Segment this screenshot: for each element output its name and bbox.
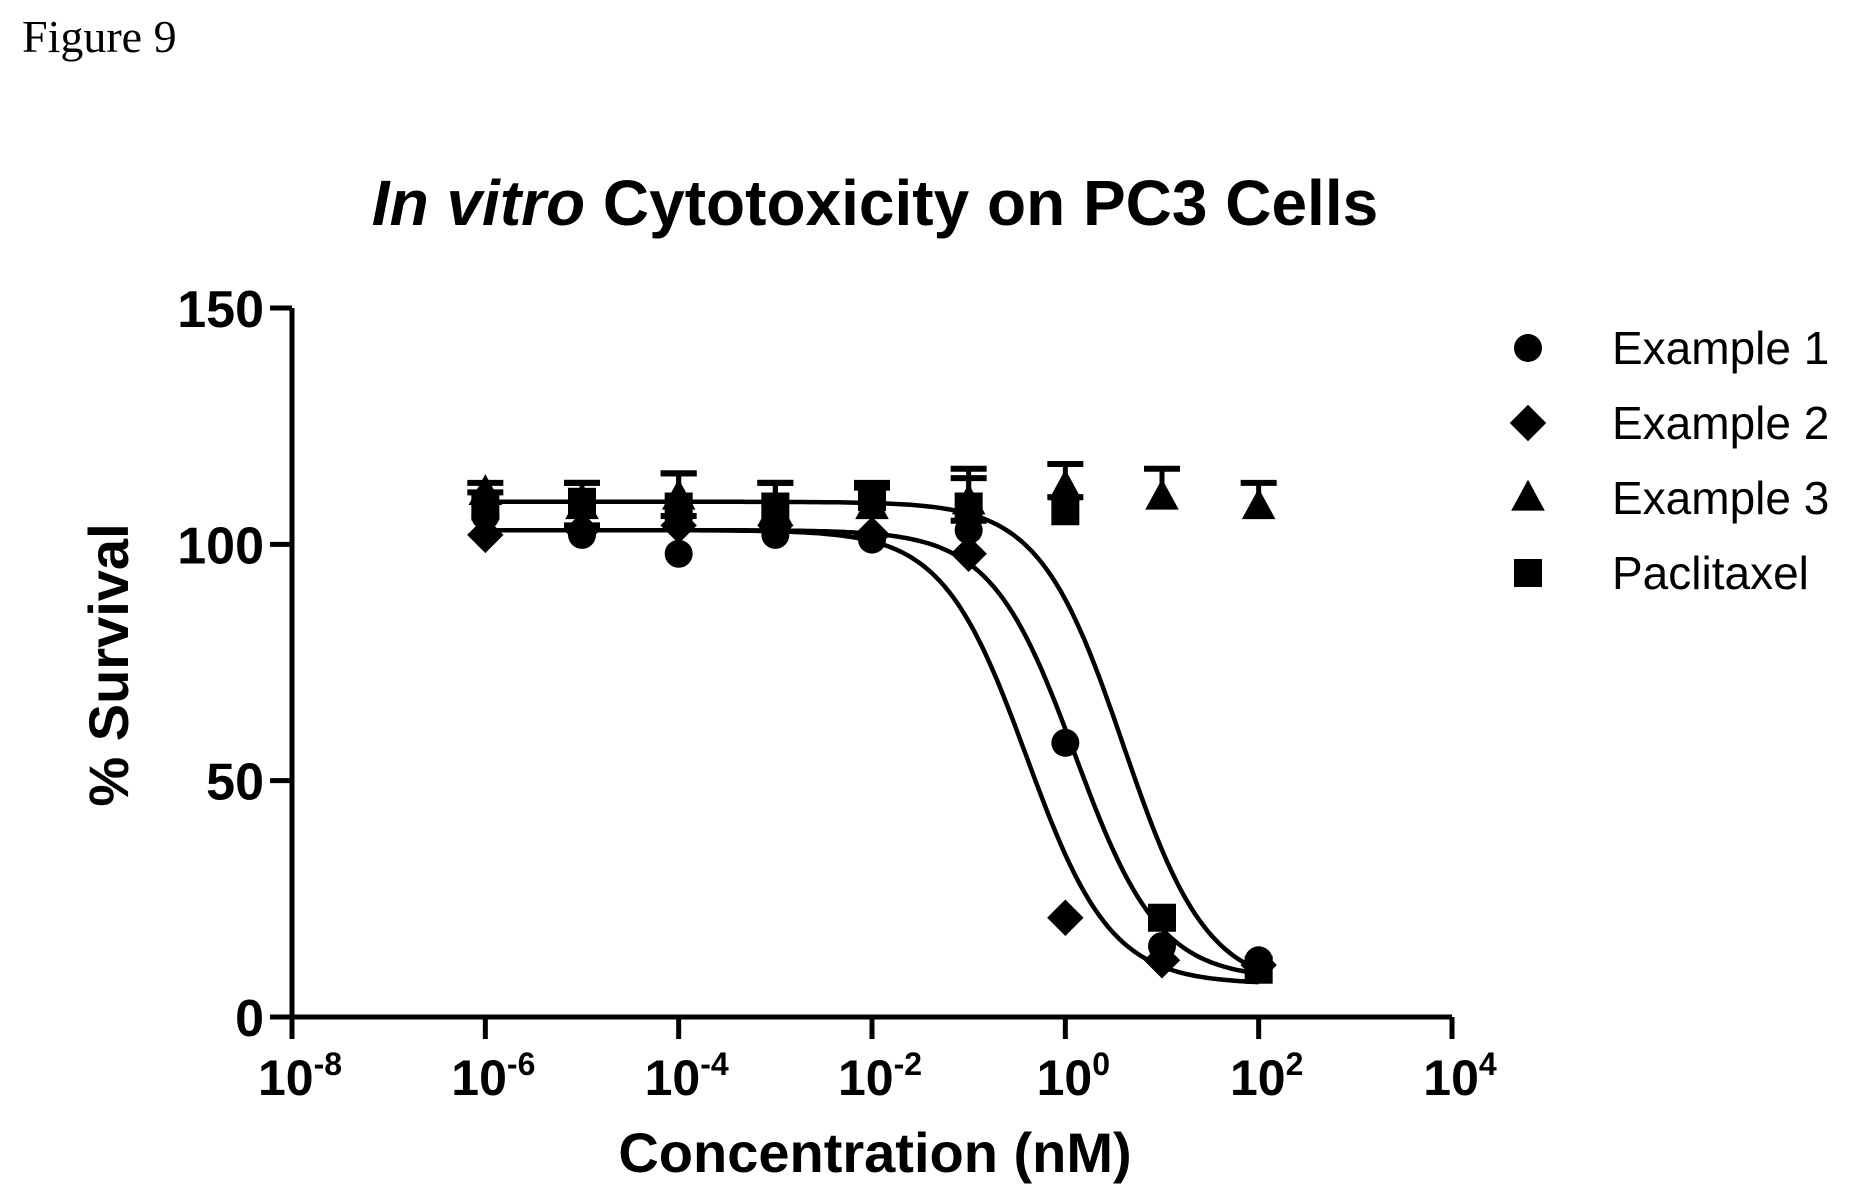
legend-marker-1 bbox=[1514, 334, 1542, 362]
point-2-5 bbox=[853, 516, 891, 554]
x-tick-label-2: 10-4 bbox=[645, 1046, 729, 1106]
legend-marker-4 bbox=[1514, 559, 1542, 587]
legend-label-4: Paclitaxel bbox=[1612, 547, 1809, 599]
legend-marker-3 bbox=[1511, 479, 1545, 511]
point-2-6 bbox=[950, 535, 987, 572]
legend-item-4: Paclitaxel bbox=[1514, 547, 1809, 599]
legend-item-2: Example 2 bbox=[1509, 397, 1829, 449]
chart-title: In vitro Cytotoxicity on PC3 Cells bbox=[372, 167, 1378, 239]
figure-label: Figure 9 bbox=[22, 11, 177, 62]
point-4-5 bbox=[858, 483, 886, 512]
point-1-7 bbox=[1051, 728, 1080, 757]
fit-curve-4 bbox=[485, 499, 1260, 973]
point-2-3 bbox=[660, 507, 697, 544]
point-4-6 bbox=[954, 492, 983, 521]
point-1-3 bbox=[664, 539, 693, 568]
y-tick-label-0: 0 bbox=[235, 990, 264, 1048]
x-tick-label-0: 10-8 bbox=[258, 1046, 342, 1106]
point-4-8 bbox=[1148, 903, 1176, 932]
point-4-1 bbox=[471, 492, 500, 521]
series-1 bbox=[471, 501, 1273, 975]
y-tick-label-2: 100 bbox=[177, 517, 264, 575]
point-4-2 bbox=[568, 487, 596, 516]
y-tick-label-1: 50 bbox=[206, 754, 264, 812]
data-points bbox=[467, 460, 1277, 984]
chart-title-rest: Cytotoxicity on PC3 Cells bbox=[585, 167, 1378, 239]
fit-curves bbox=[485, 499, 1260, 985]
point-4-4 bbox=[761, 492, 790, 521]
y-tick-label-3: 150 bbox=[177, 281, 264, 339]
x-axis-label: Concentration (nM) bbox=[618, 1121, 1131, 1184]
point-4-9 bbox=[1244, 955, 1273, 984]
point-1-6 bbox=[954, 516, 983, 545]
point-3-8 bbox=[1145, 478, 1179, 510]
point-2-2 bbox=[563, 511, 601, 549]
x-tick-label-1: 10-6 bbox=[451, 1046, 535, 1106]
point-2-1 bbox=[467, 516, 504, 554]
legend-label-1: Example 1 bbox=[1612, 322, 1829, 374]
legend-label-2: Example 2 bbox=[1612, 397, 1829, 449]
point-2-7 bbox=[1047, 899, 1084, 936]
point-4-3 bbox=[664, 492, 693, 521]
legend: Example 1 Example 2 Example 3 Paclitaxel bbox=[1509, 322, 1829, 599]
x-tick-label-6: 104 bbox=[1423, 1046, 1497, 1106]
axes: 0 50 100 150 10-8 10-6 10-4 10-2 100 102 104 bbox=[177, 281, 1497, 1106]
legend-marker-2 bbox=[1509, 404, 1547, 442]
fit-curve-2 bbox=[485, 527, 1260, 976]
legend-item-3: Example 3 bbox=[1511, 472, 1829, 524]
y-axis-label: % Survival bbox=[77, 523, 140, 806]
x-tick-label-4: 100 bbox=[1037, 1046, 1110, 1106]
point-2-8 bbox=[1143, 942, 1181, 979]
chart-title-italic: In vitro bbox=[372, 167, 585, 239]
legend-label-3: Example 3 bbox=[1612, 472, 1829, 524]
series-4 bbox=[467, 470, 1273, 984]
series-2 bbox=[467, 507, 1277, 984]
fit-curve-1 bbox=[485, 527, 1259, 985]
x-tick-label-3: 10-2 bbox=[838, 1046, 922, 1106]
x-tick-label-5: 102 bbox=[1230, 1046, 1303, 1106]
point-3-9 bbox=[1241, 488, 1276, 520]
point-4-7 bbox=[1051, 497, 1080, 526]
legend-item-1: Example 1 bbox=[1514, 322, 1829, 374]
point-2-4 bbox=[757, 507, 794, 544]
point-3-7 bbox=[1048, 469, 1083, 501]
